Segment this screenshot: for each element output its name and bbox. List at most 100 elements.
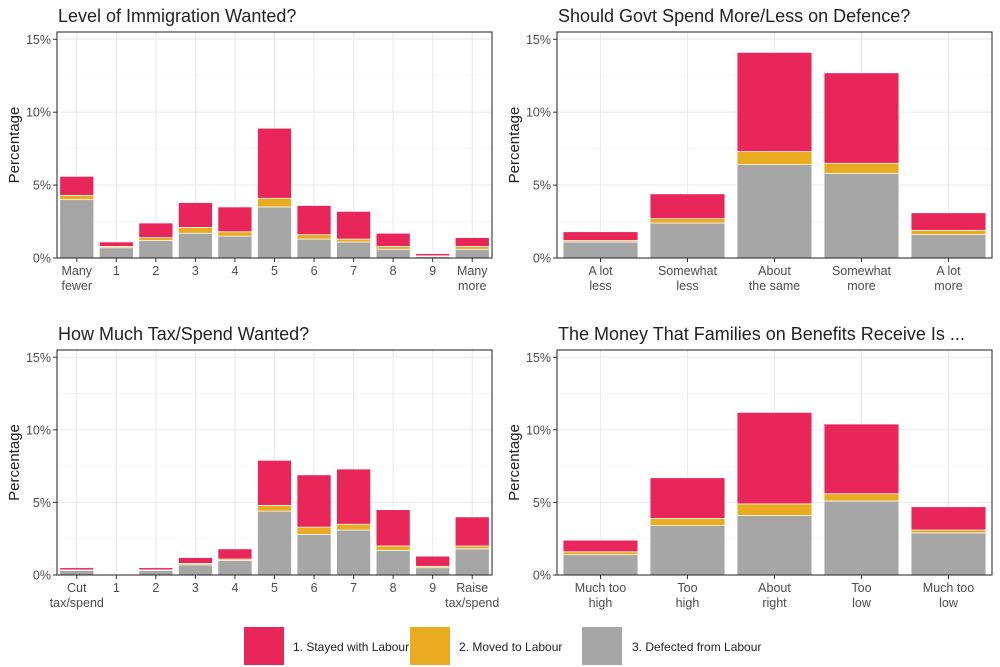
x-tick-label: 3 bbox=[192, 264, 199, 278]
bar-segment bbox=[649, 525, 726, 576]
y-axis: 0% 5% 10% 15% bbox=[26, 33, 57, 266]
bars bbox=[562, 412, 987, 576]
x-tick-label: 7 bbox=[350, 264, 357, 278]
y-axis-title: Percentage bbox=[506, 424, 523, 501]
bar-segment bbox=[454, 516, 490, 547]
bar-segment bbox=[178, 227, 213, 234]
bar-segment bbox=[217, 206, 253, 233]
bar-segment bbox=[296, 234, 332, 240]
bar-segment bbox=[415, 253, 451, 257]
bar-segment bbox=[910, 234, 987, 259]
bar-segment bbox=[217, 560, 253, 576]
bar-segment bbox=[59, 199, 95, 259]
bar-segment bbox=[415, 567, 451, 576]
bar-segment bbox=[178, 202, 213, 228]
chart-panel-2: Should Govt Spend More/Less on Defence? 0… bbox=[506, 6, 993, 293]
bar-segment bbox=[296, 526, 332, 535]
bar-segment bbox=[562, 539, 639, 553]
y-axis: 0% 5% 10% 15% bbox=[526, 351, 557, 583]
bar-segment bbox=[257, 504, 292, 512]
y-tick-label: 0% bbox=[533, 252, 551, 266]
bar-segment bbox=[562, 241, 639, 259]
bar-segment bbox=[649, 477, 726, 519]
bar-segment bbox=[375, 245, 411, 250]
y-tick-label: 15% bbox=[26, 33, 51, 47]
x-tick-label: 9 bbox=[429, 264, 436, 278]
bar-segment bbox=[138, 567, 174, 571]
bar-segment bbox=[649, 222, 726, 259]
x-tick-label: 3 bbox=[192, 581, 199, 595]
bar-segment bbox=[336, 210, 371, 240]
y-axis-title: Percentage bbox=[6, 424, 23, 501]
x-tick-label: 5 bbox=[271, 581, 278, 595]
x-tick-label: Somewhat less bbox=[658, 264, 718, 293]
x-tick-label: 1 bbox=[113, 264, 120, 278]
legend: 1. Stayed with Labour 2. Moved to Labour 3… bbox=[244, 627, 761, 665]
bar-segment bbox=[98, 573, 134, 575]
bar-segment bbox=[178, 232, 213, 259]
y-tick-label: 0% bbox=[533, 569, 551, 583]
chart-title: Should Govt Spend More/Less on Defence? bbox=[558, 6, 910, 26]
x-tick-label: 4 bbox=[231, 581, 238, 595]
x-tick-label: Raise tax/spend bbox=[445, 581, 499, 610]
chart-panel-4: The Money That Families on Benefits Rece… bbox=[506, 324, 993, 610]
y-tick-label: 5% bbox=[533, 496, 551, 510]
bar-segment bbox=[257, 197, 292, 208]
y-tick-label: 5% bbox=[33, 179, 51, 193]
bar-segment bbox=[59, 175, 95, 196]
bar-segment bbox=[375, 248, 411, 259]
bar-segment bbox=[454, 237, 490, 247]
y-axis: 0% 5% 10% 15% bbox=[26, 351, 57, 583]
bar-segment bbox=[736, 503, 813, 516]
bar-segment bbox=[910, 529, 987, 534]
x-tick-label: 8 bbox=[390, 581, 397, 595]
x-tick-label: 1 bbox=[113, 581, 120, 595]
x-axis: Many fewer 1 2 3 4 5 6 7 8 9 Many more bbox=[61, 258, 488, 293]
y-tick-label: 10% bbox=[526, 106, 551, 120]
bar-segment bbox=[454, 545, 490, 550]
y-tick-label: 5% bbox=[33, 496, 51, 510]
y-axis: 0% 5% 10% 15% bbox=[526, 33, 557, 266]
x-tick-label: A lot more bbox=[934, 264, 963, 293]
bar-segment bbox=[59, 570, 95, 576]
x-tick-label: 9 bbox=[429, 581, 436, 595]
x-tick-label: Many fewer bbox=[61, 264, 92, 293]
x-axis: Much too high Too high About right Too low Much … bbox=[575, 575, 974, 610]
y-tick-label: 0% bbox=[33, 252, 51, 266]
bar-segment bbox=[336, 523, 371, 531]
bar-segment bbox=[375, 549, 411, 576]
bar-segment bbox=[649, 218, 726, 224]
bar-segment bbox=[178, 564, 213, 576]
bar-segment bbox=[375, 545, 411, 551]
legend-label: 2. Moved to Labour bbox=[459, 640, 562, 654]
x-tick-label: 4 bbox=[231, 264, 238, 278]
bars bbox=[59, 127, 490, 259]
bar-segment bbox=[910, 506, 987, 531]
x-tick-label: 5 bbox=[271, 264, 278, 278]
chart-panel-1: Level of Immigration Wanted? 0% 5% 10% 15% Pe… bbox=[6, 6, 493, 293]
legend-swatch bbox=[582, 627, 622, 665]
bar-segment bbox=[296, 534, 332, 576]
y-tick-label: 10% bbox=[26, 423, 51, 437]
x-tick-label: A lot less bbox=[588, 264, 613, 293]
bar-segment bbox=[736, 52, 813, 152]
x-tick-label: 7 bbox=[350, 581, 357, 595]
bar-segment bbox=[257, 127, 292, 199]
bar-segment bbox=[217, 235, 253, 259]
bar-segment bbox=[649, 193, 726, 219]
bar-segment bbox=[823, 173, 900, 259]
x-tick-label: 2 bbox=[152, 581, 159, 595]
bar-segment bbox=[98, 241, 134, 247]
bar-segment bbox=[59, 194, 95, 201]
bar-segment bbox=[562, 554, 639, 576]
bar-segment bbox=[138, 222, 174, 238]
x-tick-label: Somewhat more bbox=[832, 264, 892, 293]
y-axis-title: Percentage bbox=[6, 107, 23, 184]
y-tick-label: 15% bbox=[526, 33, 551, 47]
bar-segment bbox=[138, 240, 174, 259]
x-tick-label: 2 bbox=[152, 264, 159, 278]
x-tick-label: 6 bbox=[311, 581, 318, 595]
y-tick-label: 10% bbox=[26, 106, 51, 120]
x-tick-label: 6 bbox=[311, 264, 318, 278]
bar-segment bbox=[257, 206, 292, 259]
